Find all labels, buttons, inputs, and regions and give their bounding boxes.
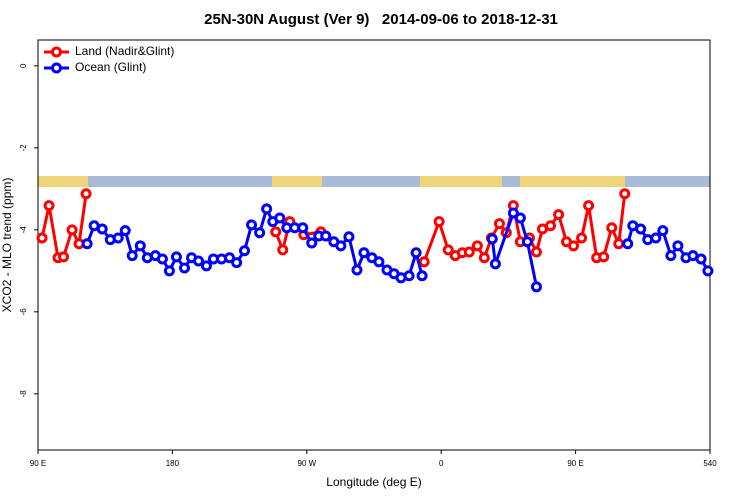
data-point [134,240,146,252]
data-point [343,231,355,243]
data-point [553,209,565,221]
data-point [442,244,454,256]
data-point [170,251,182,263]
data-point [613,238,625,250]
data-point [521,236,533,248]
data-point [635,223,647,235]
legend-marker [51,46,62,58]
data-point [702,265,714,277]
data-point [514,212,526,224]
data-point [119,225,131,237]
data-point [486,233,498,245]
y-axis-label: XCO2 - MLO trend (ppm) [0,178,14,313]
data-point [261,203,273,215]
data-point [156,253,168,265]
data-point [320,230,332,242]
map-land [38,176,88,187]
data-point [163,265,175,277]
data-point [66,224,78,236]
data-point [433,216,445,228]
data-point [246,219,258,231]
data-point [530,281,542,293]
x-tick-label: 0 [439,459,444,468]
data-point [416,270,428,282]
data-point [695,253,707,265]
data-point [583,200,595,212]
plot-frame [37,39,711,451]
data-point [530,246,542,258]
data-point [200,260,212,272]
data-point [650,232,662,244]
data-point [270,226,282,238]
data-point [126,250,138,262]
data-point [297,222,309,234]
map-land [420,176,502,187]
data-point [463,246,475,258]
data-point [239,245,251,257]
data-point [665,250,677,262]
legend-label: Land (Nadir&Glint) [75,44,174,58]
data-point [36,232,48,244]
data-point [606,222,618,234]
data-point [410,247,422,259]
data-point [545,220,557,232]
x-tick-label: 90 E [30,459,46,468]
map-land [520,176,625,187]
data-point [335,240,347,252]
data-point [619,188,631,200]
x-tick-label: 90 W [297,459,316,468]
data-point [489,258,501,270]
data-point [622,238,634,250]
data-point [277,244,289,256]
map-ocean [38,176,710,187]
data-point [493,218,505,230]
data-point [351,264,363,276]
data-point [373,256,385,268]
data-point [507,207,519,219]
data-point [568,240,580,252]
data-point [418,256,430,268]
data-point [403,270,415,282]
data-point [112,232,124,244]
data-point [193,255,205,267]
x-axis-label: Longitude (deg E) [326,475,421,489]
data-point [231,257,243,269]
y-tick-label: -6 [19,308,28,316]
data-point [471,240,483,252]
data-point [81,238,93,250]
y-tick-label: -2 [19,144,28,152]
data-point [306,237,318,249]
data-point [672,240,684,252]
data-point [576,232,588,244]
chart-title: 25N-30N August (Ver 9) 2014-09-06 to 201… [204,11,558,28]
data-point [254,227,266,239]
y-tick-label: 0 [19,63,28,68]
x-tick-label: 180 [166,459,180,468]
data-point [178,262,190,274]
data-point [96,223,108,235]
x-tick-label: 90 E [567,459,583,468]
data-point [657,225,669,237]
x-tick-label: 540 [703,459,717,468]
data-point [43,200,55,212]
legend-marker [51,62,62,74]
data-point [224,252,236,264]
data-point [58,251,70,263]
map-strip [38,176,710,187]
y-tick-label: -8 [19,390,28,398]
data-point [80,188,92,200]
legend-label: Ocean (Glint) [75,60,146,74]
data-point [478,252,490,264]
map-land [272,176,322,187]
data-point [598,251,610,263]
data-point [358,247,370,259]
data-point [274,212,286,224]
y-tick-label: -4 [19,226,28,234]
